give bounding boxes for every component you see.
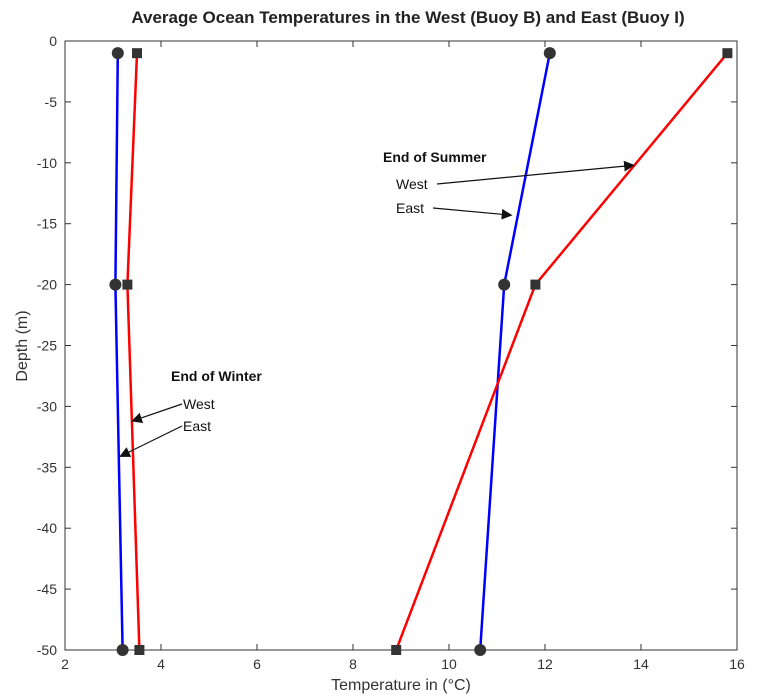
summer-square-point <box>722 48 733 59</box>
x-axis: 2 4 6 8 10 12 14 16 <box>61 41 745 672</box>
winter-annotation-heading: End of Winter <box>171 368 262 384</box>
summer-annotation-heading: End of Summer <box>383 149 487 165</box>
y-axis: 0 -5 -10 -15 -20 -25 -30 -35 -40 -45 -50 <box>37 33 737 658</box>
winter-circle-point <box>109 278 122 291</box>
summer-circle-point <box>474 644 487 656</box>
summer-east-label: East <box>396 200 424 216</box>
winter-annotation: End of Winter West East <box>171 368 262 434</box>
winter-east-label: East <box>183 418 211 434</box>
winter-circle-point <box>116 644 129 656</box>
y-tick-label: -25 <box>37 338 57 354</box>
x-axis-label: Temperature in (°C) <box>331 677 471 694</box>
y-tick-label: -35 <box>37 459 57 475</box>
winter-square-point <box>132 48 142 59</box>
y-axis-label: Depth (m) <box>14 310 31 381</box>
plot-area <box>64 40 738 651</box>
winter-west-arrow <box>131 403 183 423</box>
summer-circle-point <box>498 278 511 291</box>
x-tick-label: 4 <box>157 656 165 672</box>
winter-east-arrow <box>119 425 183 457</box>
annotation-arrows <box>119 160 635 457</box>
x-tick-label: 16 <box>729 656 745 672</box>
summer-square-point <box>391 645 402 655</box>
series-group <box>109 47 733 656</box>
y-tick-label: -30 <box>37 398 57 414</box>
summer-square-point <box>530 279 541 290</box>
summer-circle-point <box>543 47 556 60</box>
y-tick-label: -15 <box>37 216 57 232</box>
summer-west-label: West <box>396 176 428 192</box>
summer-east-arrow <box>432 207 513 220</box>
x-tick-label: 10 <box>441 656 457 672</box>
winter-west-label: West <box>183 396 215 412</box>
y-tick-label: -20 <box>37 277 57 293</box>
winter-circle-point <box>111 47 124 60</box>
winter-square-point <box>122 279 133 290</box>
x-tick-label: 12 <box>537 656 553 672</box>
summer-annotation: End of Summer West East <box>383 149 487 216</box>
x-tick-label: 14 <box>633 656 649 672</box>
winter-square-point <box>134 645 145 655</box>
y-tick-label: -5 <box>45 94 58 110</box>
x-tick-label: 2 <box>61 656 69 672</box>
y-tick-label: -40 <box>37 520 57 536</box>
chart-title: Average Ocean Temperatures in the West (… <box>131 8 684 27</box>
y-tick-label: 0 <box>49 33 57 49</box>
y-tick-label: -50 <box>37 642 57 658</box>
x-tick-label: 8 <box>349 656 357 672</box>
summer-west-arrow <box>436 160 635 185</box>
y-tick-label: -45 <box>37 581 57 597</box>
y-tick-label: -10 <box>37 155 57 171</box>
x-tick-label: 6 <box>253 656 261 672</box>
